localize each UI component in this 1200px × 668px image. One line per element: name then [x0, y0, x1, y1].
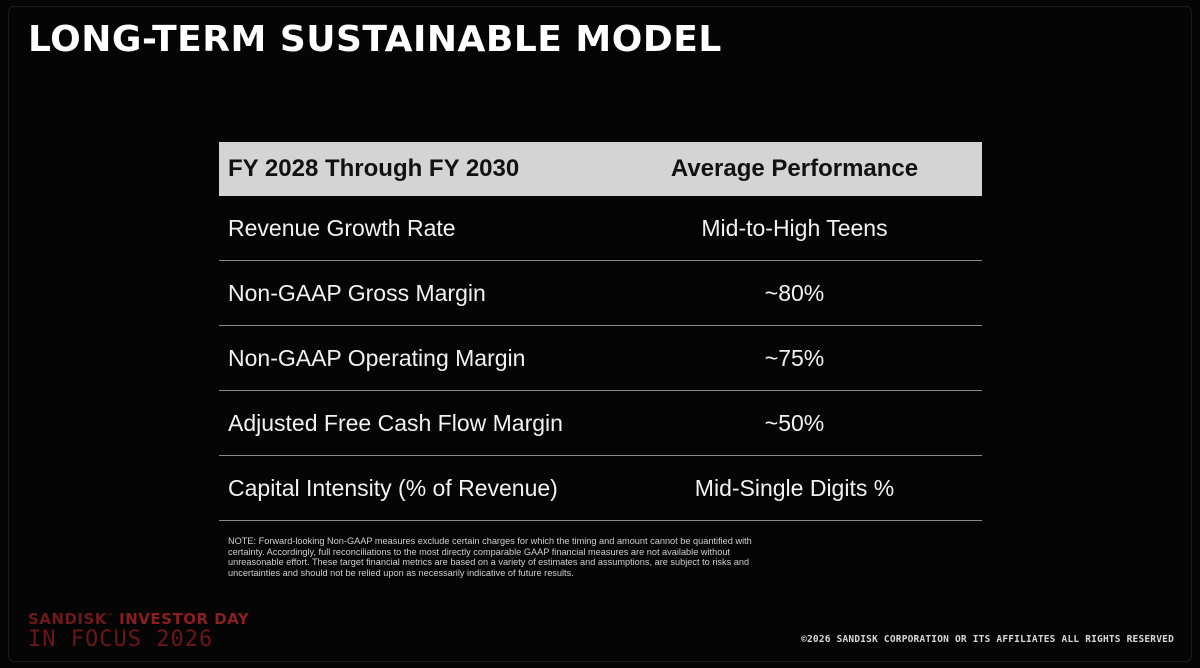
disclaimer-note: NOTE: Forward-looking Non-GAAP measures …	[228, 536, 752, 578]
model-table: FY 2028 Through FY 2030 Average Performa…	[219, 142, 982, 521]
row-value: ~80%	[764, 279, 825, 306]
copyright-notice: ©2026 SANDISK CORPORATION OR ITS AFFILIA…	[801, 634, 1174, 645]
header-period: FY 2028 Through FY 2030	[228, 155, 520, 182]
table-row: Adjusted Free Cash Flow Margin ~50%	[219, 391, 982, 456]
brand-tagline: IN FOCUS 2026	[28, 627, 214, 652]
slide-frame	[8, 6, 1192, 662]
row-metric: Revenue Growth Rate	[228, 214, 456, 241]
row-value: ~50%	[764, 409, 825, 436]
row-metric: Non-GAAP Operating Margin	[228, 344, 526, 371]
row-metric: Non-GAAP Gross Margin	[228, 279, 486, 306]
header-average-performance: Average Performance	[670, 155, 919, 182]
table-row: Capital Intensity (% of Revenue) Mid-Sin…	[219, 456, 982, 521]
slide-title: LONG-TERM SUSTAINABLE MODEL	[28, 19, 722, 60]
table-header: FY 2028 Through FY 2030 Average Performa…	[219, 142, 982, 196]
event-logo-line1: SANDISK™ INVESTOR DAY	[28, 610, 250, 628]
row-value: Mid-Single Digits %	[694, 474, 895, 501]
row-value: Mid-to-High Teens	[701, 214, 888, 241]
row-metric: Capital Intensity (% of Revenue)	[228, 474, 558, 501]
table-row: Non-GAAP Operating Margin ~75%	[219, 326, 982, 391]
row-value: ~75%	[764, 344, 825, 371]
table-row: Non-GAAP Gross Margin ~80%	[219, 261, 982, 326]
brand-event: INVESTOR DAY	[119, 610, 250, 628]
table-row: Revenue Growth Rate Mid-to-High Teens	[219, 196, 982, 261]
event-logo: SANDISK™ INVESTOR DAY IN FOCUS 2026	[28, 608, 288, 652]
brand-name: SANDISK	[28, 610, 107, 628]
row-metric: Adjusted Free Cash Flow Margin	[228, 409, 563, 436]
